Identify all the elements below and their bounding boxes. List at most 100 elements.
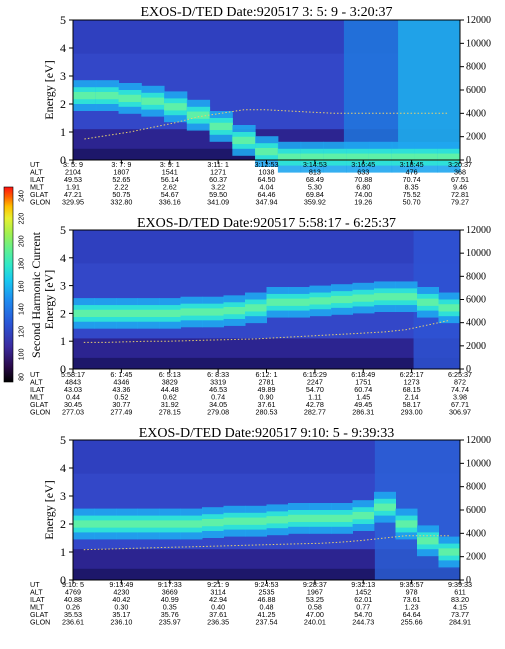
band-cell-core [73,520,95,528]
band-cell-core [346,153,370,161]
colorbar-ticks: 80 100 120 140 160 180 200 220 240 [19,190,26,381]
table-cell: 306.97 [449,408,471,417]
table-cell: 54.67 [161,190,179,199]
table-cell: 0.40 [211,603,225,612]
table-row-label: GLON [30,408,50,417]
colorbar-tick-label: 160 [19,281,26,293]
band-cell-core [95,91,120,100]
table-cell: 1.45 [356,393,370,402]
table-cell: 236.35 [207,618,229,627]
table-cell: 46.88 [258,595,276,604]
y2-tick-label: 6000 [466,85,486,96]
table-cell: 1967 [307,588,323,597]
table-cell: 40.99 [161,595,179,604]
y-tick-label: 1 [60,545,66,559]
table-cell: 359.92 [304,198,326,207]
table-cell: 3: 7: 9 [111,160,131,169]
y-tick-label: 3 [60,279,66,293]
table-cell: 2.14 [405,393,419,402]
table-cell: 0.30 [114,603,128,612]
table-cell: 6:18:49 [351,370,375,379]
band-cell-core [232,136,256,145]
band-cell-core [395,520,418,528]
spectrogram-panel: EXOS-D/TED Date:920517 3: 5: 9 - 3:20:37… [30,5,491,207]
colorbar-tick-label: 240 [19,190,26,202]
band-cell-core [417,537,439,545]
table-cell: 9:13:49 [109,580,133,589]
table-cell: 3829 [162,378,178,387]
colorbar-label: Second Harmonic Current [29,231,43,358]
table-cell: 4230 [113,588,129,597]
band-cell-core [202,308,224,316]
table-cell: 56.14 [161,175,179,184]
table-cell: 5:58:17 [61,370,85,379]
colorbar-gradient [3,186,14,383]
table-cell: 40.42 [112,595,130,604]
table-cell: 3:11: 1 [207,160,228,169]
table-cell: 278.15 [159,408,181,417]
band-cell-core [164,103,188,111]
y2-tick-label: 10000 [466,458,491,469]
table-row-label: ALT [30,378,43,387]
band-cell-core [266,298,289,306]
table-cell: 0.52 [114,393,128,402]
table-cell: 2781 [259,378,275,387]
table-cell: 37.61 [209,610,227,619]
y-tick-label: 2 [60,97,66,111]
table-cell: 73.77 [451,610,469,619]
table-cell: 6:12: 1 [256,370,278,379]
colorbar-tick-label: 180 [19,258,26,270]
band-cell-core [323,153,347,161]
band-cell-core [159,520,181,528]
band-cell-core [116,520,138,528]
table-row-label: ALT [30,588,43,597]
table-cell: 37.61 [258,400,276,409]
y2-tick-label: 6000 [466,505,486,516]
table-cell: 74.74 [451,385,469,394]
table-cell: 52.65 [112,175,130,184]
table-cell: 0.44 [66,393,80,402]
table-cell: 68.49 [306,175,324,184]
table-cell: 30.77 [112,400,130,409]
table-cell: 236.61 [62,618,84,627]
table-cell: 44.48 [161,385,179,394]
table-cell: 293.00 [401,408,423,417]
table-cell: 67.71 [451,400,469,409]
table-cell: 3:14:53 [303,160,327,169]
table-cell: 9:10: 5 [62,580,84,589]
band-cell-core [137,309,160,318]
colorbar-tick-label: 220 [19,213,26,225]
table-cell: 50.75 [112,190,130,199]
table-cell: 368 [454,168,466,177]
band-cell-core [352,294,375,302]
table-row-label: UT [30,580,40,589]
table-cell: 3319 [210,378,226,387]
band-cell-core [417,298,439,306]
table-cell: 244.73 [352,618,374,627]
table-cell: 3:20:37 [448,160,472,169]
table-cell: 59.50 [209,190,227,199]
y2-tick-label: 12000 [466,435,491,446]
table-cell: 1807 [113,168,129,177]
y2-tick-label: 2000 [466,341,486,352]
table-cell: 1751 [355,378,371,387]
table-cell: 9:32:13 [351,580,375,589]
band-cell-core [73,91,97,100]
band-cell-core [438,548,461,556]
table-cell: 3: 9: 1 [160,160,180,169]
y-tick-label: 5 [60,433,66,447]
high-energy-band [73,230,460,264]
band-cell-core [180,520,203,528]
table-cell: 4.04 [260,183,274,192]
band-cell-core [374,503,396,511]
table-cell: 9:35:57 [400,580,424,589]
table-cell: 0.74 [211,393,225,402]
table-row-label: GLAT [30,400,49,409]
panel-title: EXOS-D/TED Date:920517 9:10: 5 - 9:39:33 [139,426,394,441]
table-cell: 3:18:45 [400,160,424,169]
table-cell: 2.22 [114,183,128,192]
y-axis-label: Energy [eV] [42,60,56,119]
table-cell: 237.54 [256,618,278,627]
table-cell: 1541 [162,168,178,177]
